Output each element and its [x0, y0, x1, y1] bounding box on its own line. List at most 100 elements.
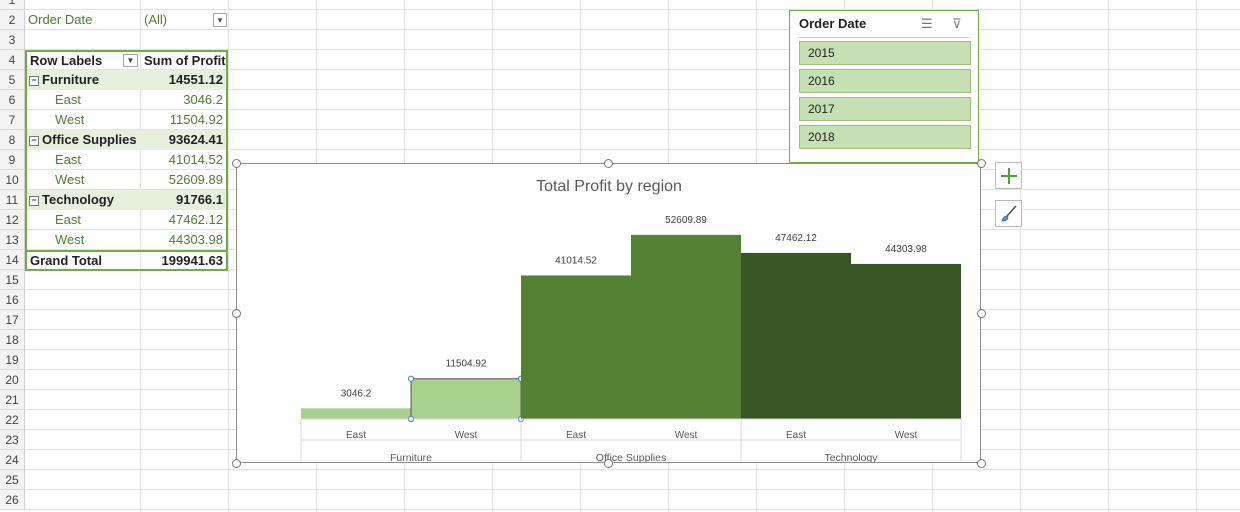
pivot-item-value: 47462.12 [141, 210, 228, 230]
pivot-item-value: 11504.92 [141, 110, 228, 130]
pivot-item-value: 41014.52 [141, 150, 228, 170]
chart-bar[interactable] [521, 275, 631, 419]
chart-bar[interactable] [301, 408, 411, 419]
grand-total-value: 199941.63 [141, 250, 228, 271]
grid-row [25, 470, 1240, 490]
chart-bar[interactable] [631, 234, 741, 419]
pivot-row-label-text: East [55, 92, 82, 107]
data-label: 11504.92 [446, 359, 487, 370]
pivot-item-value: 44303.98 [141, 230, 228, 250]
pivot-item-value: 52609.89 [141, 170, 228, 190]
row-header[interactable]: 24 [0, 450, 25, 470]
chart-styles-button[interactable] [995, 200, 1022, 227]
x-group-label: Furniture [390, 452, 432, 462]
resize-handle-bottom-left[interactable] [232, 459, 241, 468]
resize-handle-top[interactable] [604, 159, 613, 168]
row-header[interactable]: 8 [0, 130, 25, 150]
row-header[interactable]: 6 [0, 90, 25, 110]
x-tick-label: West [675, 430, 698, 441]
collapse-icon[interactable]: − [29, 136, 39, 146]
row-header[interactable]: 10 [0, 170, 25, 190]
column-gridline [1020, 0, 1021, 512]
pivot-group-value: 91766.1 [141, 190, 228, 210]
x-tick-label: West [895, 430, 918, 441]
bar-selection-handle[interactable] [407, 375, 415, 382]
row-header[interactable]: 12 [0, 210, 25, 230]
grid-row [25, 10, 1240, 30]
resize-handle-right[interactable] [977, 309, 986, 318]
row-header[interactable]: 21 [0, 390, 25, 410]
row-header[interactable]: 22 [0, 410, 25, 430]
pivot-group-label: − Office Supplies [25, 130, 141, 150]
resize-handle-left[interactable] [232, 309, 241, 318]
grid-row [25, 110, 1240, 130]
pivot-row-label-text: East [55, 152, 82, 167]
column-gridline [140, 0, 141, 512]
filter-icon: ▼ [126, 56, 135, 65]
grid-row [25, 90, 1240, 110]
row-header[interactable]: 16 [0, 290, 25, 310]
x-group-label: Technology [824, 452, 878, 462]
pivot-row-label-text: West [55, 112, 85, 127]
slicer-item[interactable]: 2016 [799, 69, 971, 93]
chart-elements-button[interactable] [995, 162, 1022, 189]
slicer-item[interactable]: 2017 [799, 97, 971, 121]
grand-total-label: Grand Total [25, 250, 141, 271]
row-header[interactable]: 23 [0, 430, 25, 450]
row-header[interactable]: 26 [0, 490, 25, 510]
row-header[interactable]: 1 [0, 0, 25, 10]
row-header[interactable]: 17 [0, 310, 25, 330]
resize-handle-bottom[interactable] [604, 459, 613, 468]
pivot-row-label-text: Office Supplies [42, 132, 137, 147]
clear-filter-icon[interactable]: ⊽ [952, 16, 962, 31]
row-labels-filter-button[interactable]: ▼ [123, 54, 138, 67]
pivot-item-label: West [25, 230, 141, 250]
row-header[interactable]: 13 [0, 230, 25, 250]
row-header[interactable]: 7 [0, 110, 25, 130]
pivot-row-label-text: West [55, 232, 85, 247]
grid-row [25, 490, 1240, 510]
chart-plot: Total Profit by region 3046.2 East 11504.9… [300, 178, 962, 462]
resize-handle-top-right[interactable] [977, 159, 986, 168]
chart-bar[interactable] [410, 378, 522, 420]
x-tick-label: West [455, 430, 478, 441]
row-header[interactable]: 11 [0, 190, 25, 210]
row-header[interactable]: 5 [0, 70, 25, 90]
chart-title: Total Profit by region [536, 178, 682, 195]
chevron-down-icon: ▾ [217, 15, 223, 25]
x-tick-label: East [786, 430, 806, 441]
row-header[interactable]: 4 [0, 50, 25, 70]
pivot-item-value: 3046.2 [141, 90, 228, 110]
column-gridline [228, 0, 229, 512]
pivot-filter-value[interactable]: (All) [144, 12, 168, 27]
row-header[interactable]: 2 [0, 10, 25, 30]
row-header[interactable]: 14 [0, 250, 25, 270]
row-header[interactable]: 18 [0, 330, 25, 350]
order-date-slicer[interactable]: Order Date ☰ ⊽ 2015 2016 2017 2018 [789, 10, 979, 163]
slicer-item[interactable]: 2018 [799, 125, 971, 149]
resize-handle-top-left[interactable] [232, 159, 241, 168]
pivot-item-label: East [25, 150, 141, 170]
row-header[interactable]: 3 [0, 30, 25, 50]
row-header[interactable]: 15 [0, 270, 25, 290]
collapse-icon[interactable]: − [29, 76, 39, 86]
row-header[interactable]: 9 [0, 150, 25, 170]
x-group-label: Office Supplies [596, 452, 666, 462]
row-header[interactable]: 25 [0, 470, 25, 490]
chart-bar[interactable] [741, 252, 851, 419]
slicer-item[interactable]: 2015 [799, 41, 971, 65]
pivot-item-label: West [25, 170, 141, 190]
multi-select-icon[interactable]: ☰ [921, 16, 933, 31]
pivot-group-label: − Furniture [25, 70, 141, 90]
chart-bar[interactable] [851, 263, 961, 419]
pivot-group-value: 14551.12 [141, 70, 228, 90]
row-header[interactable]: 20 [0, 370, 25, 390]
resize-handle-bottom-right[interactable] [977, 459, 986, 468]
collapse-icon[interactable]: − [29, 196, 39, 206]
row-header[interactable]: 19 [0, 350, 25, 370]
data-label: 41014.52 [555, 255, 597, 266]
filter-dropdown-button[interactable]: ▾ [213, 13, 227, 27]
grid-row [25, 70, 1240, 90]
pivot-item-label: West [25, 110, 141, 130]
pivot-chart[interactable]: Total Profit by region 3046.2 East 11504.9… [236, 163, 981, 463]
